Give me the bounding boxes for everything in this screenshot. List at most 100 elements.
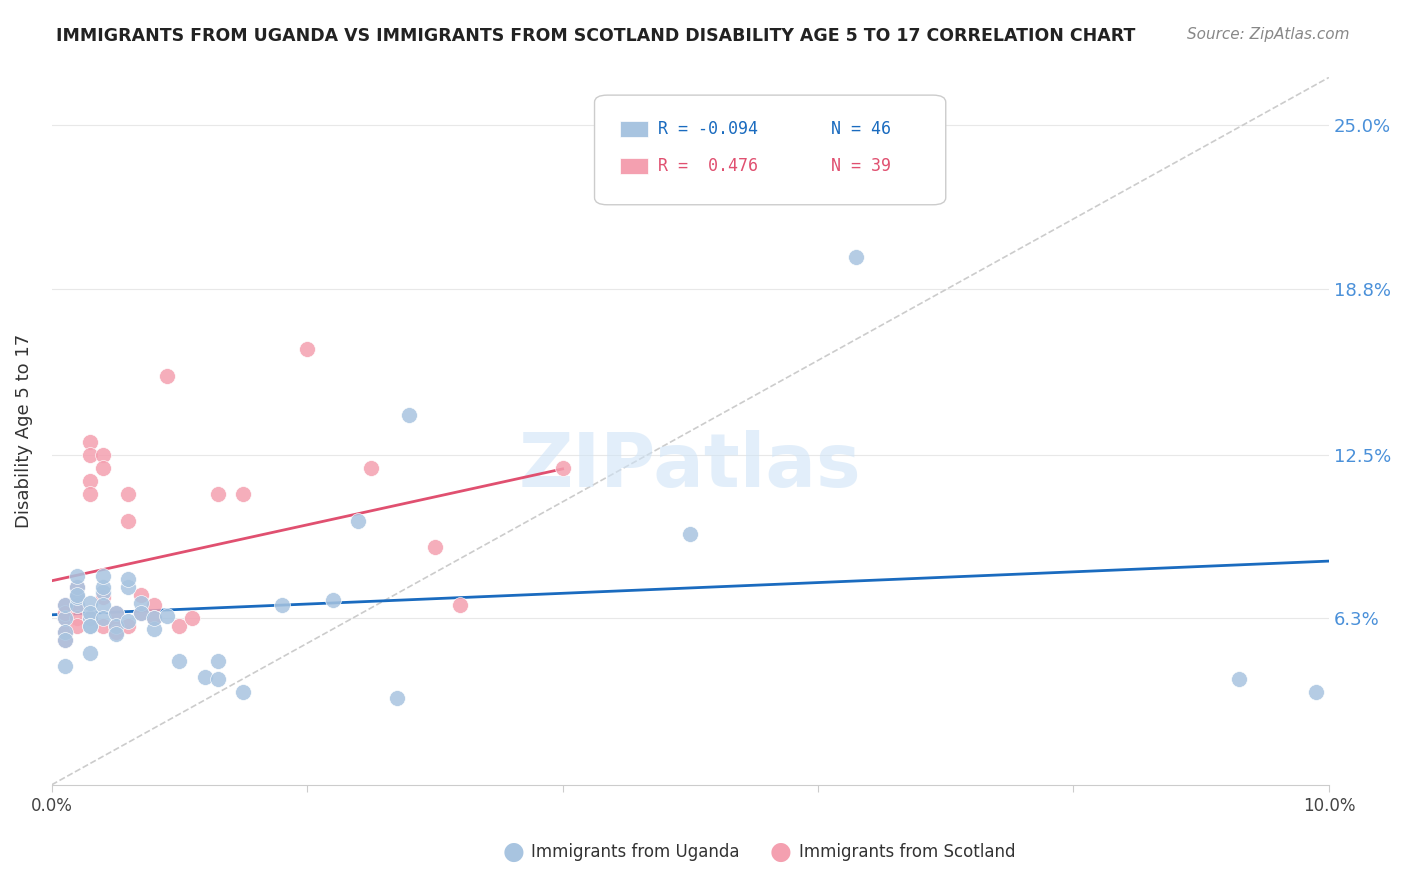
FancyBboxPatch shape xyxy=(595,95,946,205)
Point xyxy=(66,569,89,583)
FancyBboxPatch shape xyxy=(620,121,648,136)
Point xyxy=(169,619,191,633)
Text: Source: ZipAtlas.com: Source: ZipAtlas.com xyxy=(1187,27,1350,42)
Point xyxy=(66,588,89,602)
Point xyxy=(398,409,420,423)
Point xyxy=(91,580,114,594)
Point xyxy=(53,599,76,613)
Text: IMMIGRANTS FROM UGANDA VS IMMIGRANTS FROM SCOTLAND DISABILITY AGE 5 TO 17 CORREL: IMMIGRANTS FROM UGANDA VS IMMIGRANTS FRO… xyxy=(56,27,1136,45)
Point xyxy=(449,599,471,613)
Point xyxy=(91,611,114,625)
Text: ●: ● xyxy=(769,840,792,863)
Point xyxy=(129,596,152,610)
Point xyxy=(232,685,254,699)
Point xyxy=(129,588,152,602)
Point xyxy=(104,627,127,641)
Point xyxy=(169,654,191,668)
Point xyxy=(117,572,139,586)
Point xyxy=(53,624,76,639)
Point xyxy=(194,669,217,683)
Point xyxy=(53,624,76,639)
Point xyxy=(79,475,101,489)
Point xyxy=(79,487,101,501)
Point xyxy=(156,608,179,623)
Point xyxy=(79,434,101,449)
Point xyxy=(142,622,165,636)
Point xyxy=(129,606,152,620)
Point xyxy=(79,646,101,660)
Text: ZIPatlas: ZIPatlas xyxy=(519,430,862,503)
Text: R = -0.094: R = -0.094 xyxy=(658,120,758,138)
Point xyxy=(66,591,89,605)
Point xyxy=(423,540,446,554)
Point xyxy=(91,461,114,475)
Point xyxy=(1305,685,1327,699)
Point xyxy=(91,599,114,613)
Point xyxy=(207,654,229,668)
Point xyxy=(347,514,370,528)
Point xyxy=(53,606,76,620)
Point xyxy=(207,487,229,501)
Point xyxy=(79,619,101,633)
Point xyxy=(53,659,76,673)
Point xyxy=(53,611,76,625)
Point xyxy=(1229,672,1251,686)
Point xyxy=(53,632,76,647)
Point xyxy=(104,619,127,633)
Text: R =  0.476: R = 0.476 xyxy=(658,157,758,175)
Point xyxy=(117,514,139,528)
Point xyxy=(66,599,89,613)
Point xyxy=(66,591,89,605)
Point xyxy=(66,580,89,594)
Point xyxy=(322,593,344,607)
Point xyxy=(79,611,101,625)
Text: Immigrants from Uganda: Immigrants from Uganda xyxy=(531,843,740,861)
Point xyxy=(66,619,89,633)
Point xyxy=(53,599,76,613)
Point xyxy=(104,624,127,639)
Point xyxy=(181,611,204,625)
Point xyxy=(79,619,101,633)
FancyBboxPatch shape xyxy=(620,158,648,174)
Point xyxy=(845,250,868,264)
Point xyxy=(207,672,229,686)
Text: N = 46: N = 46 xyxy=(831,120,891,138)
Point xyxy=(104,606,127,620)
Point xyxy=(142,599,165,613)
Point xyxy=(679,527,702,541)
Point xyxy=(66,611,89,625)
Point xyxy=(117,614,139,628)
Point xyxy=(91,591,114,605)
Point xyxy=(66,599,89,613)
Point xyxy=(79,448,101,462)
Point xyxy=(551,461,574,475)
Y-axis label: Disability Age 5 to 17: Disability Age 5 to 17 xyxy=(15,334,32,528)
Point xyxy=(66,580,89,594)
Point xyxy=(295,343,318,357)
Point xyxy=(385,690,408,705)
Point xyxy=(104,606,127,620)
Point xyxy=(117,580,139,594)
Point xyxy=(270,599,292,613)
Point xyxy=(91,448,114,462)
Point xyxy=(156,368,179,383)
Point xyxy=(79,611,101,625)
Text: ●: ● xyxy=(502,840,524,863)
Point xyxy=(91,569,114,583)
Point xyxy=(91,585,114,599)
Point xyxy=(104,619,127,633)
Text: Immigrants from Scotland: Immigrants from Scotland xyxy=(799,843,1015,861)
Text: N = 39: N = 39 xyxy=(831,157,891,175)
Point xyxy=(360,461,382,475)
Point xyxy=(79,606,101,620)
Point xyxy=(53,611,76,625)
Point xyxy=(79,596,101,610)
Point xyxy=(129,606,152,620)
Point xyxy=(53,632,76,647)
Point xyxy=(142,611,165,625)
Point xyxy=(117,487,139,501)
Point xyxy=(142,611,165,625)
Point xyxy=(91,619,114,633)
Point xyxy=(117,619,139,633)
Point xyxy=(232,487,254,501)
